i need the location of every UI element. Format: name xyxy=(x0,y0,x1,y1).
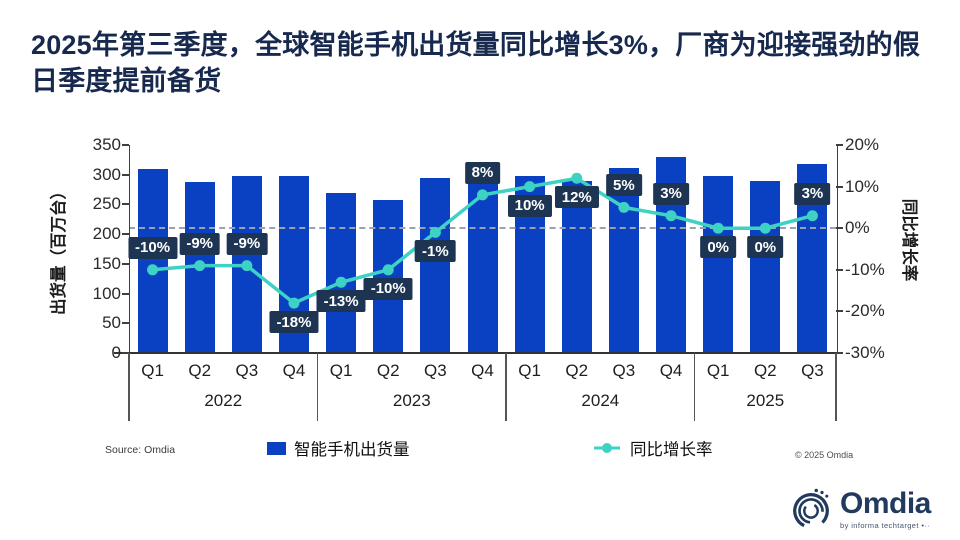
left-tick-mark xyxy=(122,262,129,265)
left-tick-mark xyxy=(122,144,129,146)
year-label-2024: 2024 xyxy=(581,391,620,410)
legend-item-shipments: 智能手机出货量 xyxy=(267,436,410,460)
x-axis-line xyxy=(114,352,836,354)
growth-label-5: -10% xyxy=(363,277,413,300)
x-tick-2022-Q2: Q2 xyxy=(188,361,212,380)
left-axis-tick: 50 xyxy=(102,313,121,333)
omdia-wordmark: Omdia xyxy=(840,486,931,520)
right-tick-mark xyxy=(836,227,843,230)
left-axis-tick: 150 xyxy=(92,253,121,273)
right-axis-tick: 0% xyxy=(845,218,870,238)
left-axis-tick: 200 xyxy=(92,224,121,244)
growth-label-4: -13% xyxy=(316,290,366,313)
right-axis-tick: 20% xyxy=(845,135,880,154)
growth-label-9: 12% xyxy=(554,186,599,209)
x-tick-2024-Q4: Q4 xyxy=(659,361,683,380)
omdia-tagline: by informa techtarget •·· xyxy=(840,520,931,530)
year-separator xyxy=(505,353,507,421)
growth-label-10: 5% xyxy=(606,174,642,197)
right-axis-tick: -10% xyxy=(845,259,885,279)
year-label-2022: 2022 xyxy=(204,391,243,410)
x-tick-2024-Q1: Q1 xyxy=(518,361,541,380)
left-tick-mark xyxy=(122,322,129,325)
x-tick-2024-Q2: Q2 xyxy=(565,361,589,380)
bar-legend-label: 智能手机出货量 xyxy=(294,441,410,459)
growth-label-0: -10% xyxy=(128,236,178,259)
left-axis-tick: 350 xyxy=(92,135,121,154)
right-tick-mark xyxy=(836,310,843,313)
left-axis-tick: 0 xyxy=(111,343,121,362)
omdia-logo: Omdia by informa techtarget •·· xyxy=(789,486,931,532)
growth-label-12: 0% xyxy=(700,236,736,259)
copyright-note: © 2025 Omdia xyxy=(795,450,854,460)
omdia-logo-text: Omdia by informa techtarget •·· xyxy=(840,486,931,530)
x-tick-2025-Q1: Q1 xyxy=(706,361,730,380)
year-separator xyxy=(835,353,837,421)
x-tick-2022-Q3: Q3 xyxy=(235,361,259,380)
x-tick-2023-Q1: Q1 xyxy=(329,361,353,380)
left-axis-tick: 300 xyxy=(92,164,121,184)
growth-label-7: 8% xyxy=(464,161,501,184)
growth-label-14: 3% xyxy=(794,182,831,205)
right-axis-title: 同比增长率 xyxy=(900,198,918,282)
x-tick-2024-Q3: Q3 xyxy=(612,361,636,380)
left-axis-tick: 100 xyxy=(92,283,121,303)
right-tick-mark xyxy=(836,352,843,354)
right-axis-tick: 10% xyxy=(845,176,880,196)
year-separator xyxy=(128,353,130,421)
right-tick-mark xyxy=(836,268,843,271)
legend-item-growth: 同比增长率 xyxy=(592,436,713,460)
bar-legend-swatch xyxy=(267,441,286,455)
left-tick-mark xyxy=(122,233,129,236)
x-tick-2022-Q1: Q1 xyxy=(141,361,164,380)
x-tick-2025-Q2: Q2 xyxy=(753,361,777,380)
year-label-2025: 2025 xyxy=(746,391,785,410)
omdia-logo-mark-icon xyxy=(793,488,829,529)
left-tick-mark xyxy=(122,203,129,206)
growth-label-6: -1% xyxy=(415,240,456,263)
left-axis-title: 出货量（百万台） xyxy=(50,183,68,315)
year-label-2023: 2023 xyxy=(392,391,431,410)
right-axis-tick: -30% xyxy=(845,343,885,362)
year-separator xyxy=(316,353,319,421)
right-tick-mark xyxy=(836,144,843,146)
x-tick-2023-Q4: Q4 xyxy=(471,361,494,380)
growth-label-8: 10% xyxy=(507,194,552,217)
left-tick-mark xyxy=(122,292,129,295)
year-separator xyxy=(693,353,696,421)
left-tick-mark xyxy=(122,352,129,354)
growth-label-2: -9% xyxy=(226,232,268,255)
line-legend-label: 同比增长率 xyxy=(630,441,713,459)
x-tick-2023-Q3: Q3 xyxy=(424,361,447,380)
growth-label-3: -18% xyxy=(269,311,319,334)
x-tick-2023-Q2: Q2 xyxy=(376,361,400,380)
left-tick-mark xyxy=(122,173,129,176)
right-axis-tick: -20% xyxy=(845,301,885,321)
x-tick-2022-Q4: Q4 xyxy=(282,361,306,380)
right-tick-mark xyxy=(836,185,843,188)
growth-label-1: -9% xyxy=(179,232,221,255)
chart-title: 2025年第三季度，全球智能手机出货量同比增长3%，厂商为迎接强劲的假日季度提前… xyxy=(31,30,921,96)
growth-label-13: 0% xyxy=(747,236,784,259)
left-axis-tick: 250 xyxy=(92,194,121,214)
growth-label-11: 3% xyxy=(653,182,689,205)
line-legend-marker-icon xyxy=(594,443,620,453)
source-note: Source: Omdia xyxy=(105,444,176,456)
x-tick-2025-Q3: Q3 xyxy=(801,361,824,380)
